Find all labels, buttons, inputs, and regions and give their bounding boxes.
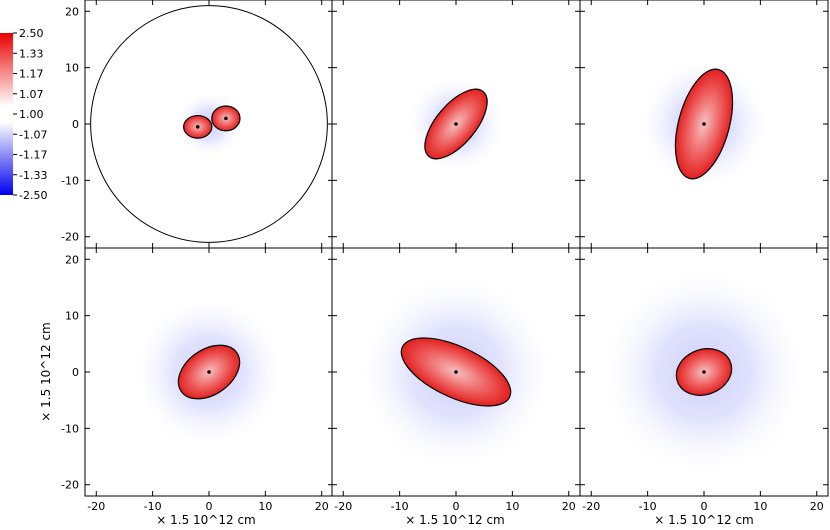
x-tick-label: 10 bbox=[753, 500, 767, 513]
core-dot bbox=[702, 122, 706, 126]
y-tick-label: -20 bbox=[61, 231, 79, 244]
y-tick-label: 0 bbox=[72, 366, 79, 379]
y-axis-label: × 1.5 10^12 cm bbox=[39, 322, 53, 421]
y-tick-label: 20 bbox=[65, 253, 79, 266]
colorbar-label: -1.17 bbox=[19, 149, 47, 162]
panel-2 bbox=[331, 0, 581, 249]
x-tick-label: 10 bbox=[505, 500, 519, 513]
x-axis-label-col1: × 1.5 10^12 cm bbox=[156, 513, 255, 527]
x-axis-label-col3: × 1.5 10^12 cm bbox=[654, 513, 753, 527]
colorbar-label: -1.07 bbox=[19, 128, 47, 141]
y-tick-label: 10 bbox=[65, 62, 79, 75]
colorbar-label: 1.17 bbox=[19, 68, 44, 81]
x-tick-label: 20 bbox=[562, 500, 576, 513]
x-tick-label: -10 bbox=[639, 500, 657, 513]
core-dot bbox=[454, 122, 458, 126]
x-tick-label: 20 bbox=[315, 500, 329, 513]
core-dot bbox=[195, 125, 200, 129]
colorbar-label: 1.33 bbox=[19, 47, 44, 60]
x-tick-label: -20 bbox=[87, 500, 105, 513]
panel-5: -20 -10 0 10 20 bbox=[331, 247, 581, 513]
colorbar-label: 1.00 bbox=[19, 108, 44, 121]
panel-grid: -20 -10 0 10 20 -20 -10 0 10 20 -20 -10 0 10 20 -20 -10 0… bbox=[61, 0, 829, 513]
colorbar-label: 1.07 bbox=[19, 88, 44, 101]
core-dot bbox=[702, 370, 706, 374]
panel-1: -20 -10 0 10 20 bbox=[61, 0, 334, 249]
x-tick-label: 10 bbox=[258, 500, 272, 513]
y-tick-label: 0 bbox=[72, 118, 79, 131]
colorbar bbox=[0, 33, 13, 195]
colorbar-label: 2.50 bbox=[19, 27, 44, 40]
panel-3 bbox=[579, 0, 829, 249]
core-dot bbox=[207, 370, 211, 374]
x-tick-label: 0 bbox=[206, 500, 213, 513]
colorbar-labels: 2.50 1.33 1.17 1.07 1.00 -1.07 -1.17 -1.33 -2.50 bbox=[13, 27, 47, 202]
y-tick-label: -10 bbox=[61, 422, 79, 435]
x-tick-label: 20 bbox=[810, 500, 824, 513]
core-dot bbox=[224, 116, 228, 121]
outer-contour bbox=[90, 5, 328, 243]
panel-4: -20 -10 0 10 20 -20 -10 0 10 20 bbox=[61, 247, 334, 513]
panel-6: -20 -10 0 10 20 bbox=[579, 247, 829, 513]
y-tick-label: -10 bbox=[61, 174, 79, 187]
y-tick-label: 10 bbox=[65, 310, 79, 323]
x-tick-label: 0 bbox=[701, 500, 708, 513]
y-tick-label: 20 bbox=[65, 5, 79, 18]
x-tick-label: -10 bbox=[391, 500, 409, 513]
core-dot bbox=[454, 370, 458, 374]
y-tick-label: -20 bbox=[61, 479, 79, 492]
colorbar-label: -1.33 bbox=[19, 169, 47, 182]
x-axis-label-col2: × 1.5 10^12 cm bbox=[405, 513, 504, 527]
colorbar-label: -2.50 bbox=[19, 189, 47, 202]
x-tick-label: 0 bbox=[453, 500, 460, 513]
x-tick-label: -20 bbox=[582, 500, 600, 513]
x-tick-label: -20 bbox=[334, 500, 352, 513]
x-tick-label: -10 bbox=[144, 500, 162, 513]
